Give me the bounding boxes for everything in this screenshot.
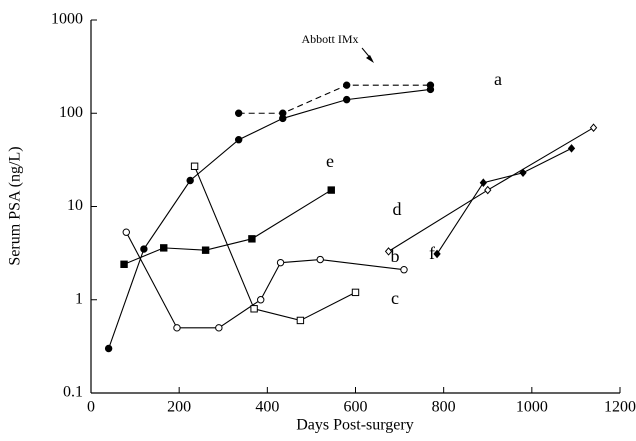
marker — [567, 144, 576, 153]
series-label: f — [429, 243, 435, 263]
y-axis-label: Serum PSA (ng/L) — [7, 146, 24, 265]
marker — [257, 296, 265, 304]
marker — [342, 81, 351, 89]
marker — [248, 235, 256, 243]
series-line — [388, 127, 594, 252]
marker — [316, 255, 324, 264]
y-tick-label: 100 — [59, 104, 83, 121]
marker — [276, 258, 285, 267]
x-tick-label: 600 — [344, 399, 368, 416]
y-tick-label: 1000 — [51, 11, 83, 28]
marker — [426, 81, 435, 89]
marker — [140, 245, 148, 253]
series-line — [108, 88, 431, 349]
x-tick-label: 1200 — [604, 399, 636, 416]
marker — [186, 176, 194, 185]
marker — [250, 305, 258, 313]
marker — [104, 344, 113, 353]
marker — [122, 228, 130, 236]
series-label: a — [494, 69, 502, 89]
arrow-head — [366, 55, 374, 63]
marker — [384, 247, 393, 256]
series-label: b — [391, 246, 400, 266]
x-tick-label: 400 — [255, 399, 279, 416]
marker — [296, 316, 305, 325]
x-tick-label: 0 — [87, 399, 95, 416]
series-label: d — [393, 199, 402, 219]
series-label: Abbott IMx — [302, 32, 359, 46]
y-tick-label: 10 — [67, 197, 83, 214]
y-tick-label: 1 — [75, 290, 83, 307]
x-axis-label: Days Post-surgery — [296, 417, 413, 434]
marker — [589, 123, 598, 132]
marker — [479, 178, 488, 187]
marker — [351, 288, 360, 297]
marker — [173, 324, 181, 332]
marker — [201, 246, 210, 254]
y-tick-label: 0.1 — [63, 384, 83, 401]
series-line — [125, 231, 405, 329]
marker — [327, 186, 335, 194]
x-tick-label: 1000 — [516, 399, 548, 416]
marker — [484, 185, 492, 195]
marker — [400, 266, 408, 274]
series-line — [194, 166, 356, 322]
marker — [433, 249, 441, 259]
series-label: c — [391, 288, 399, 308]
series-line — [436, 147, 572, 255]
x-tick-label: 200 — [167, 399, 191, 416]
marker — [160, 244, 168, 252]
marker — [279, 109, 287, 117]
marker — [215, 324, 223, 332]
marker — [234, 136, 243, 144]
marker — [519, 168, 527, 178]
marker — [234, 109, 243, 117]
series-line — [123, 189, 332, 265]
series-label: e — [326, 151, 334, 171]
series-line — [238, 84, 431, 114]
marker — [190, 162, 199, 170]
marker — [342, 95, 351, 104]
marker — [120, 260, 128, 268]
x-tick-label: 800 — [432, 399, 456, 416]
